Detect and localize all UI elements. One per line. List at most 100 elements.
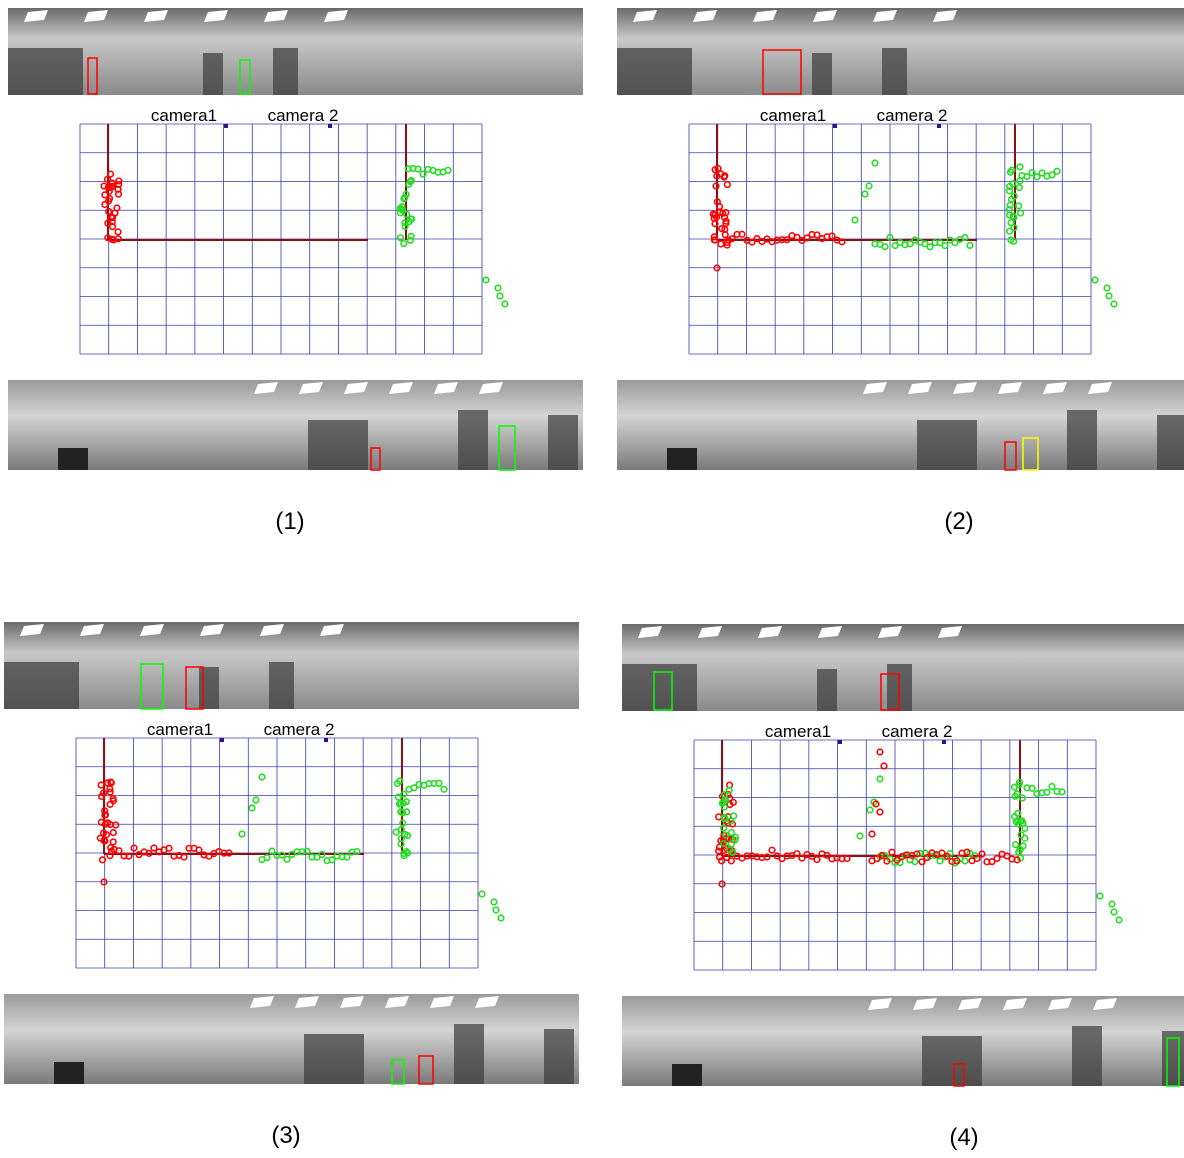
track-point — [98, 792, 106, 800]
track-point — [883, 857, 891, 865]
ceiling-light — [698, 626, 722, 638]
track-point — [966, 241, 974, 250]
panel-label: (4) — [949, 1124, 978, 1151]
track-point — [393, 779, 402, 788]
track-point — [99, 829, 108, 837]
track-point — [963, 848, 971, 856]
ceiling-light — [84, 10, 108, 22]
furniture — [458, 410, 488, 470]
track-point — [722, 853, 731, 861]
track-point — [715, 843, 724, 851]
ceiling-light — [693, 10, 717, 22]
track-point — [1023, 172, 1031, 181]
ceiling-light — [913, 998, 937, 1010]
track-point — [401, 222, 409, 230]
furniture — [617, 48, 692, 95]
track-point — [1021, 834, 1029, 842]
panel: camera1 camera 2 (4) — [622, 624, 1184, 1151]
ceiling-light — [475, 996, 499, 1008]
track-point — [838, 238, 846, 246]
furniture — [199, 667, 219, 709]
track-point — [727, 857, 735, 865]
track-point — [753, 234, 761, 243]
track-point — [868, 830, 876, 838]
track-point — [873, 855, 881, 863]
furniture — [1067, 410, 1097, 470]
track-point — [918, 858, 926, 866]
track-point — [1018, 794, 1026, 802]
track-point — [252, 796, 260, 804]
track-point — [398, 203, 406, 211]
track-point — [343, 853, 351, 861]
track-point — [728, 848, 737, 856]
furniture — [308, 420, 368, 470]
furniture — [882, 48, 907, 95]
track-point — [718, 880, 726, 888]
track-point — [712, 213, 721, 221]
track-point — [1005, 211, 1014, 219]
track-point — [115, 177, 123, 185]
track-point — [396, 204, 404, 212]
track-point — [402, 808, 411, 816]
track-point — [100, 182, 108, 190]
track-point — [723, 180, 731, 189]
track-point — [1005, 187, 1014, 195]
track-point — [268, 847, 276, 855]
track-point — [1015, 778, 1024, 786]
ceiling-light — [254, 382, 278, 394]
track-point — [328, 856, 336, 864]
track-point — [713, 198, 721, 206]
track-point — [353, 847, 361, 856]
track-point — [403, 210, 411, 219]
track-point — [100, 836, 108, 845]
track-point — [923, 853, 931, 862]
track-point — [501, 300, 509, 308]
track-point — [891, 241, 899, 250]
track-point — [872, 800, 880, 808]
ceiling-light — [1048, 998, 1072, 1010]
ceiling-light — [144, 10, 168, 22]
track-point — [402, 190, 410, 198]
track-point — [180, 853, 188, 861]
track-point — [108, 182, 116, 191]
track-point — [1006, 227, 1014, 235]
track-point — [401, 830, 409, 839]
track-point — [880, 762, 888, 770]
track-point — [886, 233, 894, 241]
track-point — [145, 849, 153, 857]
track-point — [106, 785, 114, 793]
camera-marker — [942, 740, 946, 744]
furniture — [917, 420, 977, 470]
track-point — [1019, 842, 1027, 850]
ceiling-light — [933, 10, 957, 22]
track-point — [106, 788, 114, 796]
track-point — [711, 166, 719, 174]
track-point — [723, 241, 731, 249]
track-point — [263, 854, 271, 862]
camera-label: camera 2 — [877, 106, 948, 125]
track-point — [410, 784, 418, 792]
track-point — [114, 185, 122, 193]
furniture — [1072, 1026, 1102, 1086]
track-point — [718, 857, 726, 865]
track-point — [721, 172, 729, 180]
track-point — [97, 781, 105, 789]
track-point — [722, 217, 730, 225]
furniture — [672, 1064, 702, 1086]
track-point — [1003, 852, 1011, 860]
track-point — [108, 235, 116, 243]
ceiling-light — [434, 382, 458, 394]
ceiling-light — [868, 998, 892, 1010]
track-point — [793, 850, 801, 858]
camera-marker — [224, 124, 228, 128]
track-point — [404, 165, 412, 173]
track-point — [808, 852, 816, 860]
furniture — [269, 662, 294, 709]
track-point — [823, 851, 831, 859]
track-point — [720, 803, 728, 811]
track-point — [938, 849, 946, 857]
ceiling-light — [479, 382, 503, 394]
ceiling-light — [299, 382, 323, 394]
ceiling-light — [260, 624, 284, 636]
track-point — [125, 852, 133, 860]
